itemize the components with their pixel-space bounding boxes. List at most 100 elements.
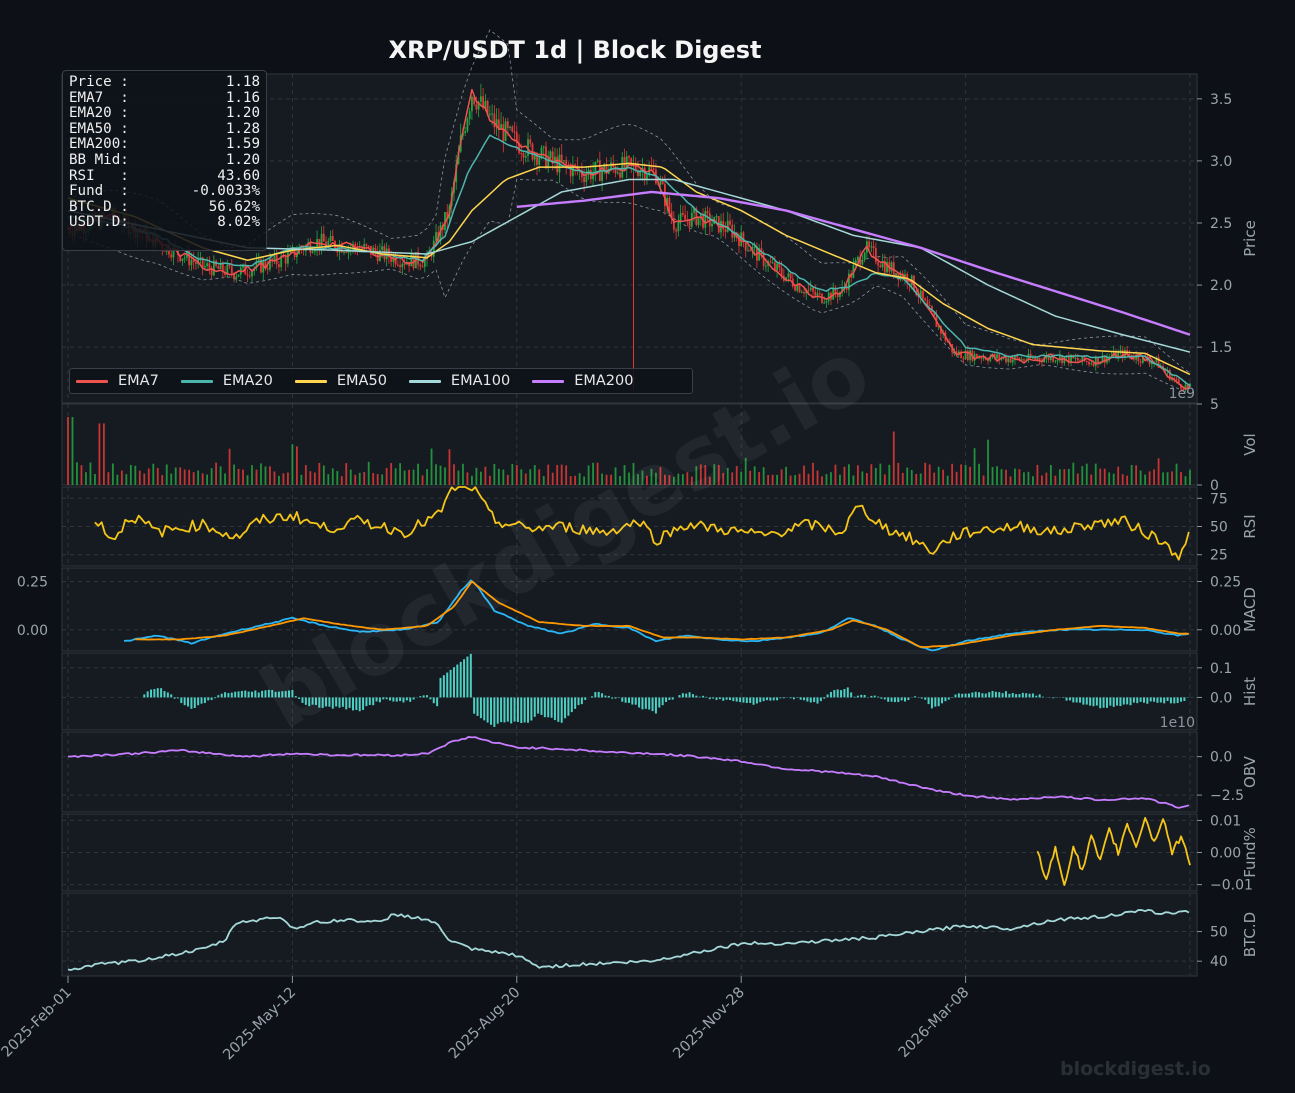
hist-bar [156,688,159,698]
candle-body [960,351,963,359]
volume-bar [192,472,195,485]
hist-bar [967,693,970,698]
hist-bar [479,697,482,719]
volume-bar [179,467,182,485]
candle-body [677,222,680,232]
candle-body [365,244,368,246]
volume-bar [655,472,657,485]
hist-bar [442,675,445,698]
hist-bar [1011,692,1014,698]
candle-body [435,232,437,241]
volume-bar [578,473,581,485]
candle-body [659,180,662,185]
candle-body [273,254,276,262]
volume-bar [1032,476,1034,485]
volume-bar [76,462,78,485]
hist-bar [1025,693,1028,698]
volume-bar [874,467,877,485]
info-label: EMA50 : [69,120,129,137]
panel-rsi: 25 50 75 RSI [61,486,1259,567]
hist-bar [681,693,684,698]
volume-bar [708,476,711,485]
candle-body [1038,358,1041,361]
candle-body [556,156,559,173]
hist-bar [782,697,785,699]
hist-bar [941,697,944,704]
hist-bar [722,697,725,701]
volume-bar [1058,469,1061,485]
candle-body [798,284,801,293]
hist-bar [691,694,694,698]
candle-body [192,260,195,263]
volume-bar [1166,472,1169,485]
volume-bar [506,474,509,485]
volume-bar [430,448,433,485]
hist-bar [173,697,176,699]
hist-bar [728,697,731,701]
hist-bar [271,689,274,698]
y-tick-label: 0.01 [1210,813,1241,829]
hist-bar [1021,692,1024,698]
volume-bar [937,466,940,485]
candle-body [536,154,538,165]
volume-bar [906,467,909,485]
hist-bar [489,697,492,725]
candle-body [1097,357,1099,365]
volume-bar [1018,469,1021,485]
volume-bar [471,475,473,485]
hist-bar [1156,697,1159,703]
volume-bar [704,465,707,485]
hist-bar [1159,697,1162,703]
hist-bar [651,697,654,712]
hist-bar [601,693,604,698]
volume-bar [596,462,599,485]
candle-body [477,101,480,110]
volume-bar [681,474,684,485]
volume-bar [363,472,366,485]
volume-bar [134,465,137,485]
candle-body [1141,355,1144,363]
volume-bar [637,474,639,485]
hist-bar [873,695,876,698]
y-tick-label: 2.0 [1210,278,1232,294]
volume-bar [991,466,994,485]
volume-bar [533,465,536,485]
volume-bar [731,472,734,485]
candle-body [1032,357,1034,359]
volume-bar [758,472,761,485]
hist-bar [829,691,832,698]
volume-bar [403,470,406,485]
panel-background [61,652,1198,731]
candle-body [922,290,924,299]
hist-bar [1004,691,1007,698]
info-value: -0.0033% [191,183,260,200]
candle-body [675,229,678,232]
volume-bar [170,473,173,485]
volume-bar [1157,458,1160,485]
candle-body [1081,355,1084,362]
candle-body [329,235,332,242]
hist-bar [1042,696,1045,698]
hist-bar [634,697,637,705]
hist-bar [1038,694,1041,698]
volume-bar [511,463,514,485]
hist-bar [590,696,593,698]
hist-bar [560,697,563,723]
candle-body [729,220,731,225]
volume-bar [865,473,868,485]
hist-bar [604,695,607,698]
volume-bar [1081,466,1084,485]
info-value: 1.59 [225,136,260,153]
hist-bar [540,697,543,715]
candle-body [408,261,410,267]
hist-bar [742,697,745,703]
candle-body [327,241,330,247]
volume-bar [1040,475,1043,485]
volume-bar [327,474,330,485]
volume-bar [89,462,92,485]
volume-bar [408,469,410,485]
x-tick-label: 2025-Feb-01 [0,985,75,1061]
volume-bar [188,469,191,485]
candle-body [1157,357,1160,368]
volume-bar [381,474,384,485]
